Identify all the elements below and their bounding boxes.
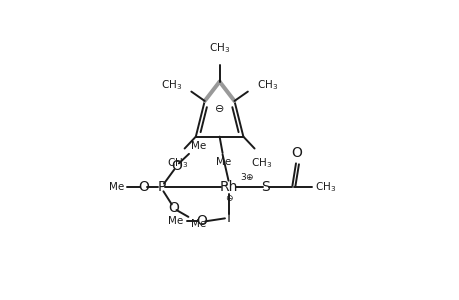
Text: Me: Me xyxy=(168,216,183,226)
Text: Me: Me xyxy=(191,141,206,151)
Text: CH$_3$: CH$_3$ xyxy=(256,79,277,92)
Text: P: P xyxy=(157,180,165,194)
Text: S: S xyxy=(261,180,269,194)
Text: CH$_3$: CH$_3$ xyxy=(166,156,187,170)
Text: Me: Me xyxy=(109,182,124,192)
Text: 3$\oplus$: 3$\oplus$ xyxy=(240,171,254,182)
Text: Me: Me xyxy=(190,219,206,229)
Text: O: O xyxy=(291,146,302,160)
Text: CH$_3$: CH$_3$ xyxy=(208,41,230,55)
Text: $\ominus$: $\ominus$ xyxy=(214,103,224,114)
Text: O: O xyxy=(171,159,182,173)
Text: O: O xyxy=(168,201,179,215)
Text: $\ominus$: $\ominus$ xyxy=(224,193,233,203)
Text: O: O xyxy=(138,180,149,194)
Text: I: I xyxy=(226,212,230,225)
Text: O: O xyxy=(196,214,207,228)
Text: CH$_3$: CH$_3$ xyxy=(251,156,272,170)
Text: CH$_3$: CH$_3$ xyxy=(314,180,336,194)
Text: Rh: Rh xyxy=(219,180,237,194)
Text: CH$_3$: CH$_3$ xyxy=(161,79,182,92)
Text: Me: Me xyxy=(216,157,231,166)
